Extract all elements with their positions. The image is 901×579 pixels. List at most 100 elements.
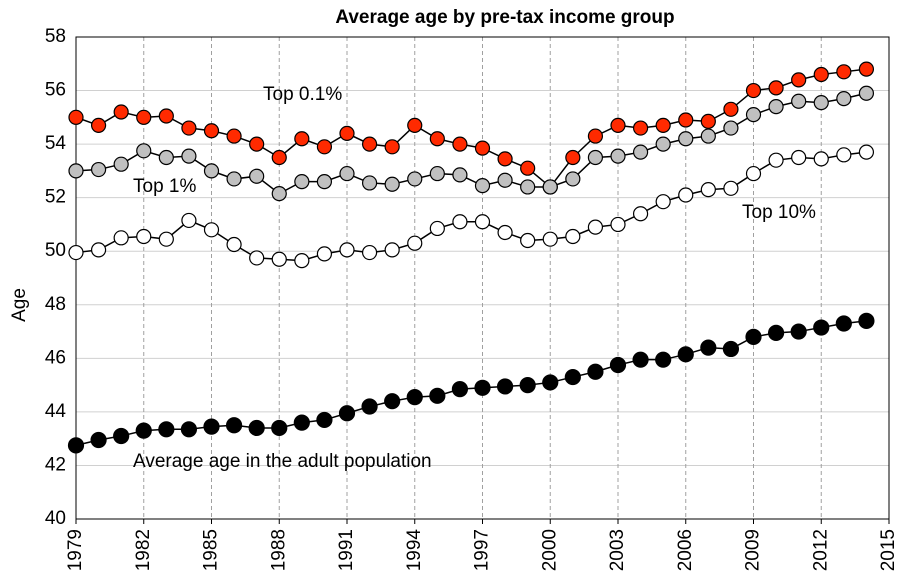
data-point — [113, 156, 129, 172]
data-point — [271, 186, 287, 202]
data-point — [406, 389, 423, 406]
data-point — [384, 139, 400, 155]
data-point — [655, 194, 671, 210]
data-point — [678, 112, 694, 128]
data-point — [745, 107, 762, 123]
data-point — [632, 206, 649, 222]
data-point — [203, 222, 220, 238]
data-point — [90, 161, 107, 178]
data-point — [723, 180, 739, 196]
data-point — [90, 431, 107, 449]
y-tick-label: 50 — [45, 240, 66, 261]
data-point — [768, 80, 784, 96]
data-point — [520, 160, 536, 176]
x-tick-label: 2003 — [607, 529, 628, 571]
data-point — [655, 117, 671, 133]
data-point — [203, 163, 220, 179]
x-tick-label: 1979 — [65, 529, 86, 571]
data-point — [542, 231, 558, 247]
data-point — [609, 356, 627, 374]
data-point — [677, 346, 694, 363]
y-tick-label: 48 — [45, 294, 66, 315]
data-point — [249, 250, 265, 266]
data-point — [338, 405, 356, 422]
data-point — [858, 144, 875, 160]
data-point — [203, 418, 220, 435]
x-tick-label: 1991 — [336, 529, 357, 571]
data-point — [610, 117, 626, 133]
data-point — [813, 95, 829, 111]
data-point — [587, 219, 604, 235]
data-point — [474, 178, 491, 194]
data-point — [542, 179, 558, 195]
data-point — [587, 128, 604, 144]
data-point — [113, 230, 129, 246]
data-point — [181, 148, 197, 164]
data-point — [339, 165, 355, 182]
data-point — [361, 175, 378, 191]
data-point — [587, 149, 604, 166]
data-point — [790, 323, 807, 340]
data-point — [565, 228, 581, 245]
chart-title: Average age by pre-tax income group — [335, 7, 674, 28]
series-label: Top 0.1% — [263, 84, 342, 105]
data-point — [700, 182, 716, 198]
data-point — [68, 163, 84, 179]
data-point — [316, 246, 333, 262]
data-point — [271, 251, 287, 267]
y-axis-label: Age — [9, 288, 30, 322]
data-point — [813, 151, 829, 167]
data-point — [429, 165, 445, 182]
data-point — [700, 339, 717, 356]
data-point — [339, 125, 355, 141]
data-point — [745, 328, 762, 346]
plot-frame — [75, 36, 890, 520]
data-point — [474, 140, 491, 156]
data-point — [248, 419, 265, 437]
data-point — [542, 374, 559, 391]
data-point — [136, 228, 152, 245]
data-point — [294, 131, 310, 147]
data-point — [836, 64, 852, 80]
data-point — [452, 136, 468, 152]
y-tick-label: 54 — [45, 133, 67, 154]
data-point — [565, 171, 581, 187]
data-point — [113, 104, 129, 120]
data-point — [723, 101, 739, 117]
data-point — [271, 149, 287, 166]
data-point — [836, 147, 852, 163]
data-point — [113, 427, 130, 445]
data-point — [474, 214, 491, 230]
data-point — [249, 136, 265, 152]
data-point — [655, 136, 671, 152]
data-point — [723, 120, 739, 136]
data-point — [68, 244, 84, 261]
data-point — [564, 368, 581, 386]
data-point — [565, 149, 581, 166]
data-point — [158, 108, 174, 124]
data-point — [226, 236, 242, 253]
data-point — [836, 90, 852, 107]
x-tick-label: 2000 — [539, 529, 560, 571]
x-tick-label: 1994 — [404, 529, 425, 572]
data-point — [519, 377, 536, 394]
data-point — [722, 340, 740, 358]
data-point — [835, 315, 852, 332]
data-point — [451, 381, 469, 398]
data-point — [316, 139, 333, 155]
data-point — [520, 232, 536, 249]
data-point — [474, 379, 491, 396]
y-tick-label: 44 — [45, 401, 67, 422]
x-tick-label: 2012 — [810, 529, 831, 571]
data-point — [610, 216, 626, 233]
data-point — [791, 72, 807, 88]
data-point — [181, 120, 197, 136]
y-tick-label: 40 — [45, 508, 66, 529]
data-point — [678, 131, 694, 147]
data-point — [791, 149, 807, 166]
data-point — [68, 109, 84, 125]
data-point — [429, 387, 446, 404]
data-point — [497, 172, 513, 188]
data-point — [271, 419, 288, 437]
